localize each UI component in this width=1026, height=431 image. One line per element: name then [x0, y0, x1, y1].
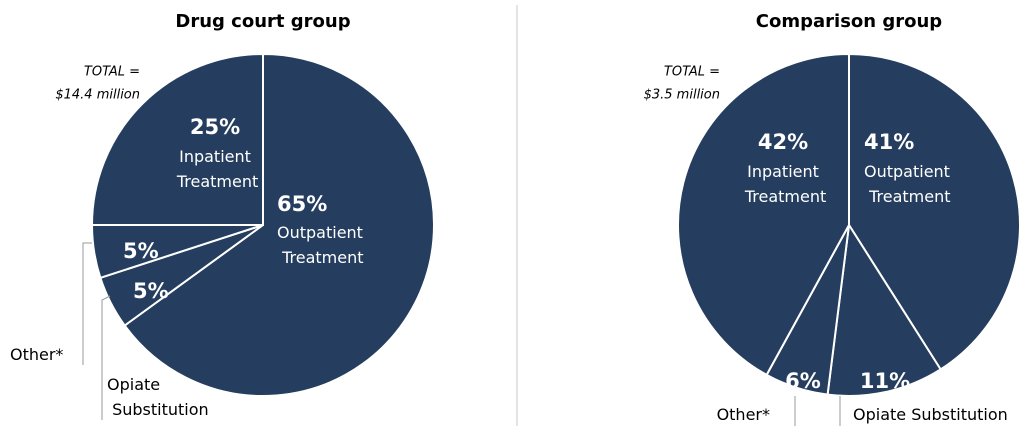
value-label: 41% — [864, 130, 914, 154]
pie-slice — [123, 52, 435, 397]
leader-line — [101, 295, 111, 420]
pie-slice — [677, 52, 850, 377]
total-annotation: $3.5 million — [644, 88, 720, 103]
value-label: 6% — [785, 369, 821, 393]
leader-line — [82, 242, 92, 365]
value-label: 5% — [133, 279, 169, 303]
pie-slice — [90, 52, 264, 226]
category-label: Other* — [10, 345, 63, 364]
total-annotation: $14.4 million — [55, 88, 140, 103]
chart-title: Comparison group — [756, 11, 943, 32]
pie-slice — [826, 222, 943, 397]
value-label: 5% — [123, 239, 159, 263]
value-label: 65% — [277, 192, 327, 216]
category-label: Opiate Substitution — [107, 375, 209, 419]
total-annotation: TOTAL = — [664, 65, 720, 80]
total-annotation: TOTAL = — [84, 65, 140, 80]
category-label: Inpatient Treatment — [740, 162, 827, 206]
value-label: 25% — [190, 115, 240, 139]
value-label: 42% — [758, 130, 808, 154]
category-label: Other* — [717, 405, 770, 424]
value-label: 11% — [860, 369, 910, 393]
category-label: Outpatient Treatment — [864, 162, 951, 206]
category-label: Opiate Substitution — [853, 405, 1008, 424]
category-label: Inpatient Treatment — [172, 147, 259, 191]
category-label: Outpatient Treatment — [277, 223, 364, 267]
chart-title: Drug court group — [175, 11, 350, 32]
